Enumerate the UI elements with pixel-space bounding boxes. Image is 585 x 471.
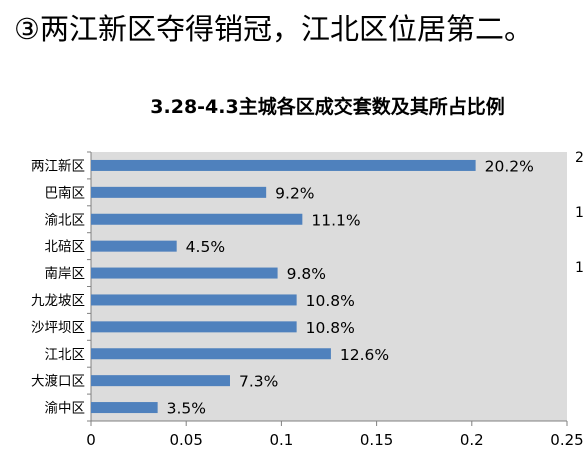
data-label: 10.8% xyxy=(306,292,355,310)
data-label: 20.2% xyxy=(485,157,534,175)
bar xyxy=(91,240,177,252)
x-tick-label: 0.1 xyxy=(269,431,293,449)
edge-digit: 1 xyxy=(575,260,584,276)
category-label: 北碚区 xyxy=(45,239,86,255)
bar xyxy=(91,348,331,360)
data-label: 11.1% xyxy=(311,211,360,229)
data-label: 10.8% xyxy=(306,319,355,337)
category-label: 江北区 xyxy=(45,347,86,363)
category-label: 两江新区 xyxy=(31,158,85,174)
edge-digit: 2 xyxy=(575,150,584,166)
headline: ③两江新区夺得销冠，江北区位居第二。 xyxy=(14,12,533,46)
category-label: 南岸区 xyxy=(45,266,86,282)
bar xyxy=(91,159,476,171)
x-tick-label: 0 xyxy=(86,431,96,449)
bar xyxy=(91,375,230,387)
edge-digit: 1 xyxy=(575,205,584,221)
chart-title: 3.28-4.3主城各区成交套数及其所占比例 xyxy=(150,96,505,118)
category-label: 九龙坡区 xyxy=(31,293,85,309)
data-label: 12.6% xyxy=(340,346,389,364)
x-tick-label: 0.05 xyxy=(169,431,202,449)
category-label: 巴南区 xyxy=(45,185,86,201)
category-label: 渝中区 xyxy=(45,401,86,417)
bar xyxy=(91,321,297,333)
bar xyxy=(91,213,303,225)
data-label: 4.5% xyxy=(186,238,225,256)
data-label: 9.8% xyxy=(287,265,326,283)
bar xyxy=(91,186,267,198)
data-label: 7.3% xyxy=(239,373,278,391)
data-label: 9.2% xyxy=(275,184,314,202)
category-label: 渝北区 xyxy=(45,212,86,228)
category-label: 沙坪坝区 xyxy=(31,320,85,336)
bar xyxy=(91,267,278,279)
x-tick-label: 0.2 xyxy=(460,431,484,449)
clipped-edge-labels: 2 1 1 xyxy=(573,0,585,471)
data-label: 3.5% xyxy=(167,400,206,418)
bar xyxy=(91,294,297,306)
bar xyxy=(91,402,158,414)
category-label: 大渡口区 xyxy=(31,374,85,390)
x-tick-label: 0.15 xyxy=(360,431,393,449)
x-tick-label: 0.25 xyxy=(550,431,583,449)
